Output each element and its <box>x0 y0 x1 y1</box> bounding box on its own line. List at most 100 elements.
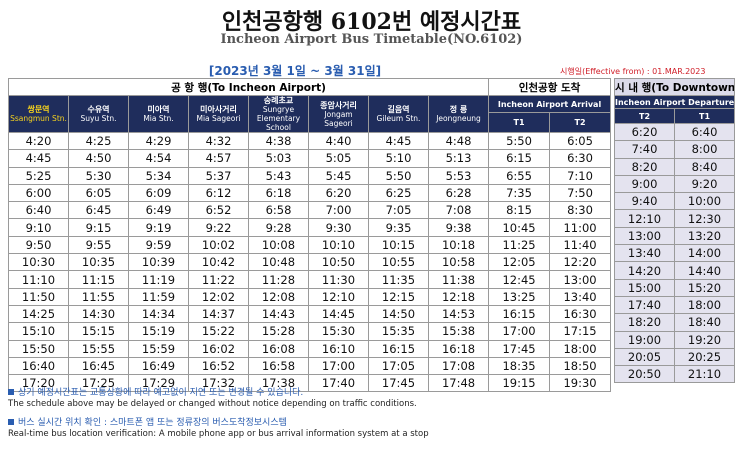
time: 11:15 <box>68 270 129 289</box>
header-row: 쌍문역 Ssangmun Stn. 수유역 Suyu Stn. 미아역 Mia Stn. 미… <box>8 94 612 133</box>
stop-ko: 쌍문역 <box>27 105 50 114</box>
arrival-time: 19:15 <box>488 374 551 393</box>
time: 6:45 <box>68 201 129 220</box>
time: 4:50 <box>68 149 129 168</box>
departure-time: 12:10 <box>614 209 675 228</box>
arrival-time: 18:35 <box>488 356 551 376</box>
arrival-time: 12:20 <box>549 253 612 272</box>
time: 14:45 <box>308 304 369 324</box>
time: 5:30 <box>68 166 129 185</box>
departure-time: 9:00 <box>614 174 675 194</box>
stop-header: 수유역 Suyu Stn. <box>68 95 129 133</box>
time: 11:59 <box>128 287 189 306</box>
stop-ko: 길음역 <box>387 105 410 114</box>
arrival-time: 18:50 <box>549 356 612 376</box>
time: 5:37 <box>188 166 249 185</box>
departure-time: 20:25 <box>674 347 735 367</box>
arrival-time: 17:15 <box>549 322 612 341</box>
departure-time: 17:40 <box>614 295 675 315</box>
arrival-time: 6:30 <box>549 149 612 168</box>
time-row: 6:40 6:45 6:49 6:52 6:58 7:00 7:05 7:08 8:15 8:30 <box>8 201 612 220</box>
time: 15:28 <box>248 322 309 341</box>
time: 6:00 <box>8 183 69 203</box>
stop-en: Mia Stn. <box>143 114 174 123</box>
arrival-time: 12:05 <box>488 253 551 272</box>
time-row: 15:10 15:15 15:19 15:22 15:28 15:30 15:35 15:38… <box>8 322 612 341</box>
departure-time: 13:20 <box>674 226 735 246</box>
terminal-header: T1 <box>674 108 735 124</box>
stop-header: 길음역 Gileum Stn. <box>368 95 429 133</box>
time: 16:45 <box>68 356 129 376</box>
time: 11:10 <box>8 270 69 289</box>
time-row: 11:10 11:15 11:19 11:22 11:28 11:30 11:35 11:38… <box>8 270 612 289</box>
arrival-time: 7:35 <box>488 183 551 203</box>
time: 6:09 <box>128 183 189 203</box>
note-en: Real-time bus location verification: A m… <box>8 429 429 439</box>
time: 6:05 <box>68 183 129 203</box>
arrival-time: 19:30 <box>549 374 612 393</box>
time: 10:39 <box>128 253 189 272</box>
arrival-time: 6:05 <box>549 131 612 151</box>
time: 5:45 <box>308 166 369 185</box>
time: 5:25 <box>8 166 69 185</box>
time-row: 9:00 9:20 <box>614 174 735 194</box>
stop-ko: 정 릉 <box>449 105 468 114</box>
time: 6:52 <box>188 201 249 220</box>
time: 9:15 <box>68 218 129 237</box>
arrival-time: 5:50 <box>488 131 551 151</box>
time-row: 11:50 11:55 11:59 12:02 12:08 12:10 12:15 12:18… <box>8 287 612 306</box>
departure-time: 8:20 <box>614 157 675 176</box>
departure-time: 20:05 <box>614 347 675 367</box>
title: 인천공항행 6102번 예정시간표 <box>221 9 522 35</box>
time-row: 18:20 18:40 <box>614 313 735 332</box>
departure-time: 21:10 <box>674 365 735 384</box>
effective-date: 시행일(Effective from) : 01.MAR.2023 <box>560 67 706 76</box>
time: 9:35 <box>368 218 429 237</box>
time: 6:25 <box>368 183 429 203</box>
arrival-time: 17:45 <box>488 339 551 358</box>
time: 5:10 <box>368 149 429 168</box>
stop-en: Sungrye Elementary School <box>256 105 301 132</box>
downtown-table: 시 내 행(To Downtown) Incheon Airport Depart… <box>614 78 735 384</box>
time: 9:50 <box>8 235 69 255</box>
arrival-time: 11:25 <box>488 235 551 255</box>
time-row: 12:10 12:30 <box>614 209 735 228</box>
time: 9:59 <box>128 235 189 255</box>
time-row: 14:25 14:30 14:34 14:37 14:43 14:45 14:50 14:53… <box>8 304 612 324</box>
time: 5:34 <box>128 166 189 185</box>
time: 12:02 <box>188 287 249 306</box>
time-row: 5:25 5:30 5:34 5:37 5:43 5:45 5:50 5:53 6:55 7:10 <box>8 166 612 185</box>
time: 17:05 <box>368 356 429 376</box>
time: 17:38 <box>248 374 309 393</box>
time: 17:00 <box>308 356 369 376</box>
arrival-time: 13:00 <box>549 270 612 289</box>
stop-ko: 수유역 <box>87 105 110 114</box>
departure-time: 18:40 <box>674 313 735 332</box>
stop-ko: 미아사거리 <box>200 105 237 114</box>
arrival-time: 13:25 <box>488 287 551 306</box>
arrival-time: 12:45 <box>488 270 551 289</box>
time: 6:40 <box>8 201 69 220</box>
stop-header: 종암사거리 Jongam Sageori <box>308 95 369 133</box>
arrival-time: 6:15 <box>488 149 551 168</box>
departure-time: 15:20 <box>674 278 735 297</box>
time: 16:10 <box>308 339 369 358</box>
departure-time: 6:20 <box>614 122 675 142</box>
arrival-time: 13:40 <box>549 287 612 306</box>
time: 11:30 <box>308 270 369 289</box>
time: 17:45 <box>368 374 429 393</box>
arrival-time: 18:00 <box>549 339 612 358</box>
departure-time: 18:20 <box>614 313 675 332</box>
arrival-time: 10:45 <box>488 218 551 237</box>
departure-time: 10:00 <box>674 192 735 211</box>
stop-en: Suyu Stn. <box>80 114 117 123</box>
departure-time: 19:00 <box>614 330 675 349</box>
time: 9:19 <box>128 218 189 237</box>
time-row: 19:00 19:20 <box>614 330 735 349</box>
time: 6:58 <box>248 201 309 220</box>
stop-en: Jongam Sageori <box>324 109 353 128</box>
time: 10:50 <box>308 253 369 272</box>
departure-time: 18:00 <box>674 295 735 315</box>
time: 15:15 <box>68 322 129 341</box>
